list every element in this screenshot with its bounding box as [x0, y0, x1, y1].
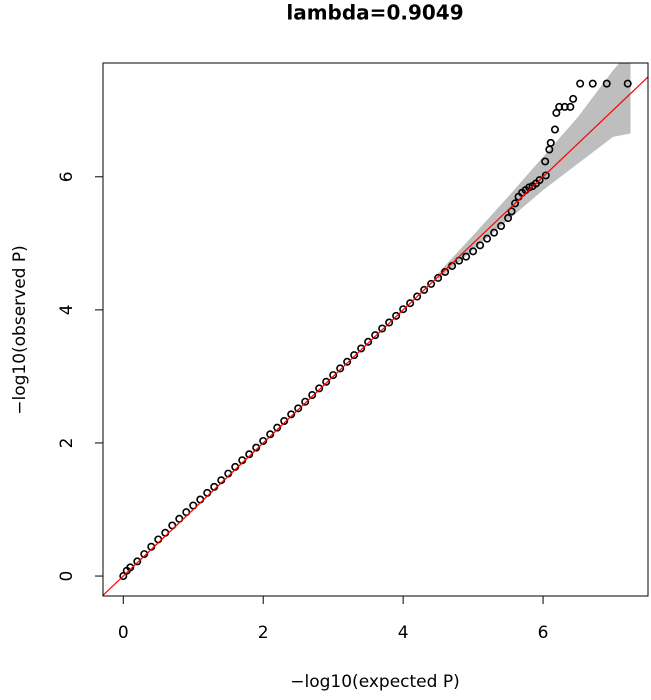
point	[569, 94, 578, 103]
point	[315, 384, 324, 393]
point	[441, 267, 450, 276]
point	[462, 252, 471, 261]
y-tick-label: 4	[57, 304, 77, 315]
point	[399, 305, 408, 314]
point	[550, 125, 559, 134]
point	[507, 207, 516, 216]
point	[560, 102, 569, 111]
y-axis-label: −log10(observed P)	[10, 245, 30, 415]
point	[280, 416, 289, 425]
point	[497, 222, 506, 231]
point	[504, 214, 513, 223]
point	[133, 557, 142, 566]
point	[427, 279, 436, 288]
point	[287, 410, 296, 419]
point	[273, 423, 282, 432]
point	[576, 79, 585, 88]
point	[434, 273, 443, 282]
point	[555, 102, 564, 111]
y-tick-label: 6	[57, 171, 77, 182]
plot-area	[103, 63, 648, 596]
point	[343, 357, 352, 366]
point	[469, 247, 478, 256]
point	[406, 299, 415, 308]
point	[252, 443, 261, 452]
point	[357, 344, 366, 353]
point	[378, 324, 387, 333]
confidence-band	[438, 63, 631, 280]
point	[294, 404, 303, 413]
point	[535, 176, 544, 185]
point	[385, 318, 394, 327]
point	[490, 228, 499, 237]
point	[392, 311, 401, 320]
x-axis-label: −log10(expected P)	[290, 672, 459, 692]
point	[259, 436, 268, 445]
x-tick-label: 4	[398, 623, 409, 643]
point	[161, 528, 170, 537]
point	[546, 138, 555, 147]
point	[154, 535, 163, 544]
point	[140, 550, 149, 559]
point	[588, 79, 597, 88]
point	[350, 351, 359, 360]
y-tick-label: 2	[57, 438, 77, 449]
point	[322, 377, 331, 386]
point	[119, 572, 128, 581]
point	[364, 337, 373, 346]
point	[371, 331, 380, 340]
point	[413, 292, 422, 301]
x-tick-label: 2	[258, 623, 269, 643]
chart-title: lambda=0.9049	[286, 1, 463, 25]
point	[511, 199, 520, 208]
y-tick-label: 0	[57, 571, 77, 582]
point	[266, 430, 275, 439]
point	[483, 234, 492, 243]
point	[476, 241, 485, 250]
point	[301, 397, 310, 406]
point	[308, 391, 317, 400]
point	[602, 79, 611, 88]
point	[329, 371, 338, 380]
point	[623, 79, 632, 88]
point	[126, 563, 135, 572]
point	[566, 102, 575, 111]
point	[541, 157, 550, 166]
plot-frame	[102, 62, 649, 597]
reference-line	[103, 76, 648, 596]
x-tick-label: 0	[118, 623, 129, 643]
point	[203, 488, 212, 497]
point	[336, 364, 345, 373]
point	[245, 450, 254, 459]
point	[196, 495, 205, 504]
x-tick-label: 6	[538, 623, 549, 643]
point	[420, 285, 429, 294]
point	[541, 171, 550, 180]
